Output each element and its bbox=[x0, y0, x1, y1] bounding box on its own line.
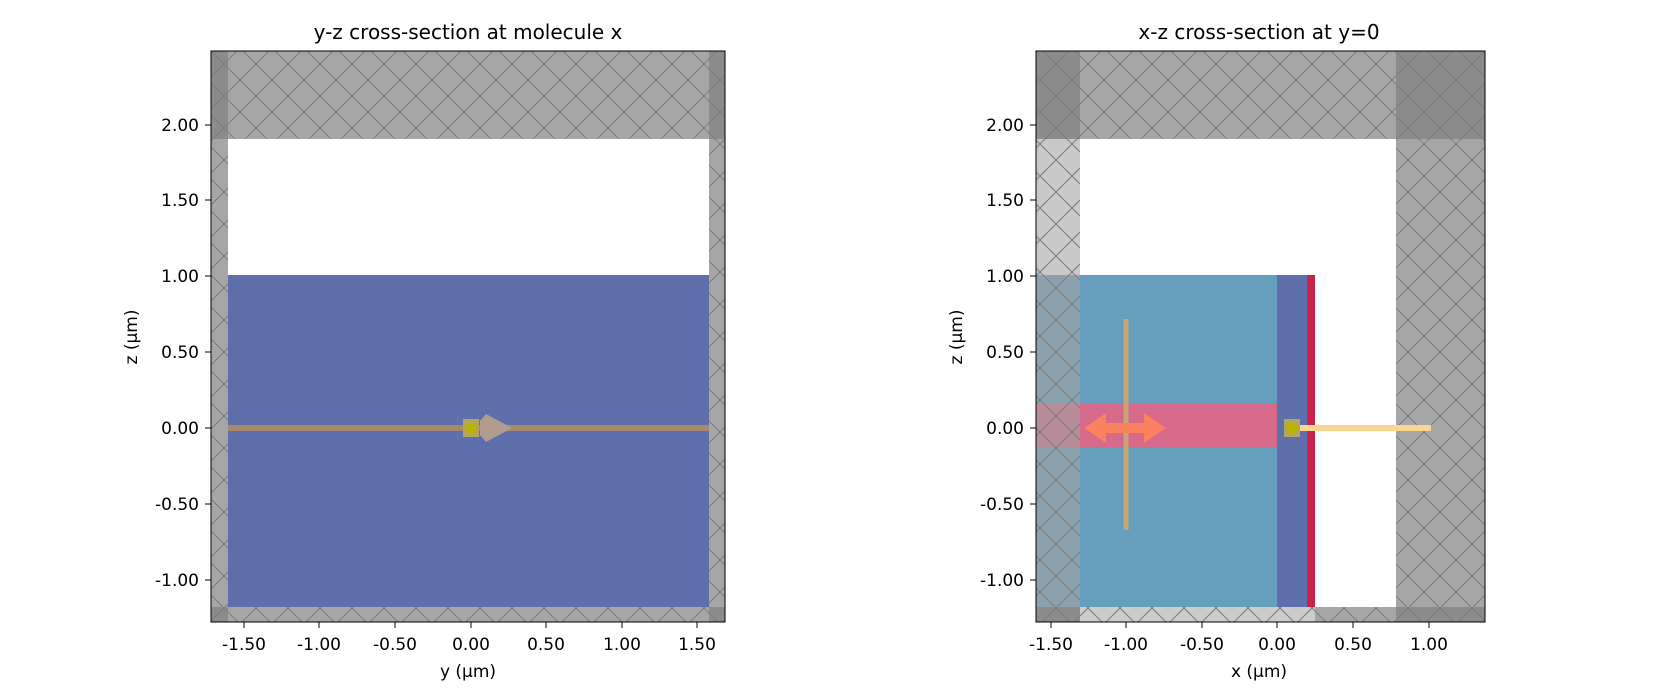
pml-hatch-xz bbox=[1036, 607, 1485, 622]
x-tick-label: 0.50 bbox=[1334, 635, 1372, 655]
y-tick-label: 1.00 bbox=[986, 267, 1024, 287]
injection-direction-arrow-yz bbox=[480, 414, 512, 442]
metal-layer-xz bbox=[1307, 275, 1315, 607]
substrate-region-xz bbox=[1277, 275, 1307, 607]
x-ticks-xz: -1.50 -1.00 -0.50 0.00 0.50 1.00 bbox=[1029, 622, 1448, 655]
x-tick-label: 0.50 bbox=[527, 635, 565, 655]
x-tick-label: -1.50 bbox=[222, 635, 266, 655]
x-tick-label: 1.00 bbox=[603, 635, 641, 655]
x-tick-label: -0.50 bbox=[1180, 635, 1224, 655]
x-tick-label: -1.00 bbox=[1104, 635, 1148, 655]
molecule-dot-xz bbox=[1286, 422, 1298, 434]
pml-hatch-yz bbox=[211, 139, 228, 607]
x-tick-label: 1.50 bbox=[678, 635, 716, 655]
y-axis-label-yz: z (μm) bbox=[122, 310, 142, 365]
panel-xz-title: x-z cross-section at y=0 bbox=[1138, 20, 1379, 44]
axes-frame-yz bbox=[210, 50, 726, 623]
pml-hatch-xz bbox=[1036, 51, 1485, 139]
dipole-arrow-left-icon bbox=[1084, 413, 1106, 443]
y-tick-label: 0.00 bbox=[161, 419, 199, 439]
panel-yz-title: y-z cross-section at molecule x bbox=[314, 20, 623, 44]
y-tick-label: 1.00 bbox=[161, 267, 199, 287]
pml-hatch-yz bbox=[211, 607, 725, 622]
plot-area-yz bbox=[211, 51, 725, 622]
y-tick-label: 0.00 bbox=[986, 419, 1024, 439]
pml-hatch-yz bbox=[709, 139, 725, 607]
y-ticks-yz: 2.00 1.50 1.00 0.50 0.00 -0.50 -1.00 bbox=[155, 116, 211, 591]
x-tick-label: 0.00 bbox=[1258, 635, 1296, 655]
y-tick-label: -0.50 bbox=[155, 495, 199, 515]
panel-xz: x-z cross-section at y=0 bbox=[947, 20, 1486, 682]
x-axis-label-xz: x (μm) bbox=[1231, 662, 1287, 682]
y-tick-label: 2.00 bbox=[986, 116, 1024, 136]
x-axis-label-yz: y (μm) bbox=[440, 662, 496, 682]
y-tick-label: 2.00 bbox=[161, 116, 199, 136]
y-axis-label-xz: z (μm) bbox=[947, 310, 967, 365]
y-tick-label: 1.50 bbox=[161, 191, 199, 211]
x-tick-label: -1.00 bbox=[297, 635, 341, 655]
y-tick-label: 0.50 bbox=[986, 343, 1024, 363]
x-ticks-yz: -1.50 -1.00 -0.50 0.00 0.50 1.00 1.50 bbox=[222, 622, 716, 655]
x-tick-label: 0.00 bbox=[452, 635, 490, 655]
y-tick-label: -1.00 bbox=[980, 571, 1024, 591]
pml-hatch-xz bbox=[1396, 139, 1485, 607]
substrate-yz bbox=[228, 275, 709, 607]
y-tick-label: -0.50 bbox=[980, 495, 1024, 515]
pml-hatch-xz bbox=[1036, 139, 1080, 607]
y-tick-label: 1.50 bbox=[986, 191, 1024, 211]
x-tick-label: 1.00 bbox=[1410, 635, 1448, 655]
x-tick-label: -1.50 bbox=[1029, 635, 1073, 655]
y-tick-label: -1.00 bbox=[155, 571, 199, 591]
plot-area-xz bbox=[1036, 51, 1485, 622]
pml-hatch-yz bbox=[211, 51, 725, 139]
x-tick-label: -0.50 bbox=[373, 635, 417, 655]
y-ticks-xz: 2.00 1.50 1.00 0.50 0.00 -0.50 -1.00 bbox=[980, 116, 1036, 591]
axes-frame-xz bbox=[1035, 50, 1486, 623]
panel-yz: y-z cross-section at molecule x bbox=[122, 20, 726, 682]
dipole-arrow-right-icon bbox=[1144, 413, 1166, 443]
y-tick-label: 0.50 bbox=[161, 343, 199, 363]
molecule-dot-yz bbox=[465, 422, 477, 434]
